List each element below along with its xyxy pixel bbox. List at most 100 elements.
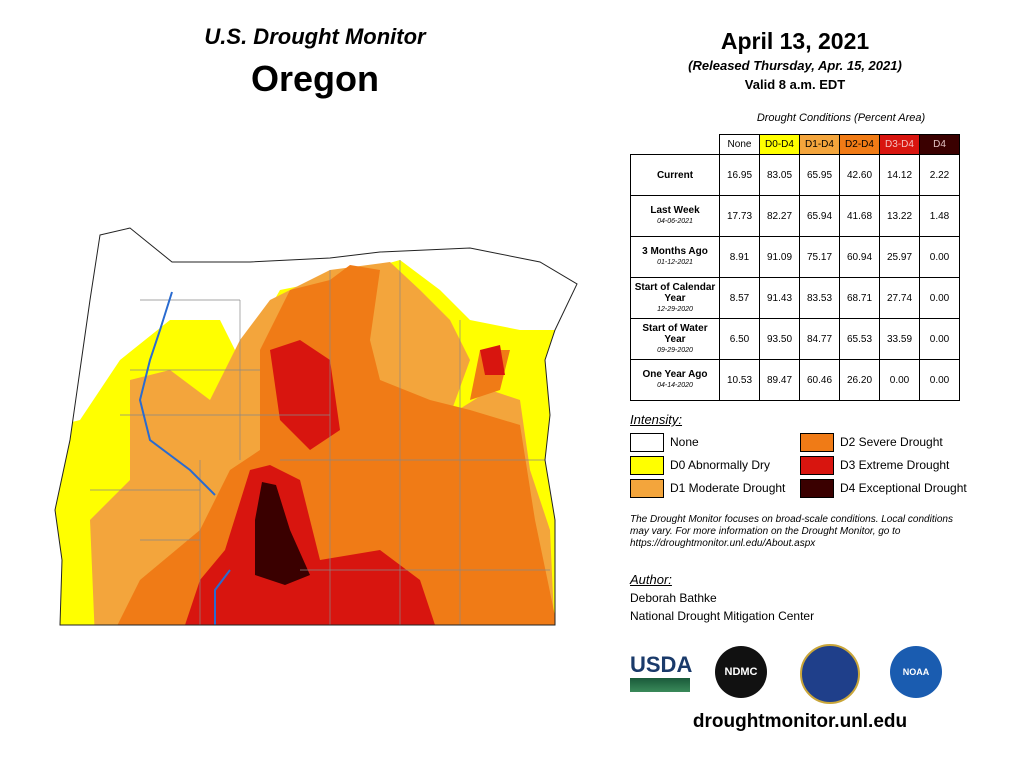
county-lines: [90, 260, 550, 625]
column-header: D4: [919, 134, 960, 155]
cell: 93.50: [759, 318, 800, 360]
legend-label: D0 Abnormally Dry: [670, 458, 771, 472]
author-name: Deborah Bathke: [630, 591, 717, 605]
legend-label: D4 Exceptional Drought: [840, 481, 967, 495]
data-row: Start of Calendar Year 12-29-2020 8.57 91.4…: [630, 277, 960, 319]
river: [138, 291, 231, 625]
column-header: D0-D4: [759, 134, 800, 155]
note: The Drought Monitor focuses on broad-sca…: [630, 514, 953, 549]
cell: 10.53: [719, 359, 760, 401]
cell: 33.59: [879, 318, 920, 360]
row-name: Start of Water Year: [642, 322, 708, 345]
row-label: 3 Months Ago 01-12-2021: [630, 236, 720, 278]
cell: 0.00: [879, 359, 920, 401]
row-label: Current: [630, 154, 720, 196]
cell: 91.09: [759, 236, 800, 278]
usda-stripe: [630, 678, 690, 692]
data-row: Start of Water Year 09-29-2020 6.50 93.50 84…: [630, 318, 960, 360]
cell: 82.27: [759, 195, 800, 237]
legend-swatch: [630, 433, 664, 452]
legend-swatch: [630, 479, 664, 498]
legend-swatch: [800, 456, 834, 475]
row-date: 01-12-2021: [657, 259, 693, 266]
released: (Released Thursday, Apr. 15, 2021): [688, 58, 902, 73]
cell: 25.97: [879, 236, 920, 278]
legend-swatch: [800, 433, 834, 452]
row-date: 04-06-2021: [657, 218, 693, 225]
cell: 60.46: [799, 359, 840, 401]
legend-label: D3 Extreme Drought: [840, 458, 950, 472]
legend-title: Intensity:: [630, 412, 683, 427]
cell: 0.00: [919, 359, 960, 401]
cell: 0.00: [919, 318, 960, 360]
cell: 75.17: [799, 236, 840, 278]
legend-label: None: [670, 435, 699, 449]
ndmc-logo: NDMC: [715, 646, 767, 698]
legend-swatch: [800, 479, 834, 498]
row-name: Start of Calendar Year: [634, 281, 716, 304]
column-header: D2-D4: [839, 134, 880, 155]
date: April 13, 2021: [720, 28, 870, 54]
cell: 8.57: [719, 277, 760, 319]
row-date: 12-29-2020: [657, 305, 693, 313]
row-name: 3 Months Ago: [642, 246, 708, 257]
map: [54, 227, 578, 626]
legend-label: D2 Severe Drought: [840, 435, 943, 449]
row-name: Current: [656, 169, 694, 181]
cell: 91.43: [759, 277, 800, 319]
data-row: Current 16.95 83.05 65.95 42.60 14.12 2.22: [630, 154, 960, 196]
data-row: 3 Months Ago 01-12-2021 8.91 91.09 75.17 60.9…: [630, 236, 960, 278]
noaa-logo: NOAA: [890, 646, 942, 698]
usda-logo: USDA: [630, 652, 693, 677]
row-name: Last Week: [650, 205, 700, 216]
cell: 17.73: [719, 195, 760, 237]
row-name: One Year Ago: [642, 369, 708, 380]
row-date: 09-29-2020: [657, 346, 693, 354]
cell: 65.94: [799, 195, 840, 237]
valid: Valid 8 a.m. EDT: [744, 77, 846, 92]
row-date: 04-14-2020: [657, 382, 693, 389]
row-label: Start of Water Year 09-29-2020: [630, 318, 720, 360]
cell: 0.00: [919, 236, 960, 278]
author-title: Author:: [630, 572, 672, 587]
cell: 65.53: [839, 318, 880, 360]
doc-logo: [800, 644, 860, 704]
cell: 0.00: [919, 277, 960, 319]
d2-area: [110, 265, 560, 625]
cell: 2.22: [919, 154, 960, 196]
state-outline: [54, 227, 578, 626]
cell: 84.77: [799, 318, 840, 360]
column-header: D3-D4: [879, 134, 920, 155]
header-row: None D0-D4 D1-D4 D2-D4 D3-D4 D4: [631, 134, 960, 155]
legend-label: D1 Moderate Drought: [670, 481, 786, 495]
cell: 68.71: [839, 277, 880, 319]
row-label: One Year Ago 04-14-2020: [630, 359, 720, 401]
column-header: None: [719, 134, 760, 155]
cell: 8.91: [719, 236, 760, 278]
data-row: Last Week 04-06-2021 17.73 82.27 65.94 41.68 1…: [630, 195, 960, 237]
state: Oregon: [250, 58, 379, 99]
cell: 27.74: [879, 277, 920, 319]
cell: 16.95: [719, 154, 760, 196]
corner: [631, 135, 720, 155]
cell: 65.95: [799, 154, 840, 196]
data-row: One Year Ago 04-14-2020 10.53 89.47 60.46 26.…: [630, 359, 960, 401]
cell: 6.50: [719, 318, 760, 360]
cell: 1.48: [919, 195, 960, 237]
cell: 89.47: [759, 359, 800, 401]
conditions-table: None D0-D4 D1-D4 D2-D4 D3-D4 D4 Current 16.95 83…: [630, 134, 960, 401]
cell: 14.12: [879, 154, 920, 196]
row-label: Last Week 04-06-2021: [630, 195, 720, 237]
table-caption: Drought Conditions (Percent Area): [756, 112, 926, 124]
d4-area: [255, 482, 310, 585]
cell: 41.68: [839, 195, 880, 237]
title: U.S. Drought Monitor: [204, 24, 426, 49]
row-label: Start of Calendar Year 12-29-2020: [630, 277, 720, 319]
cell: 42.60: [839, 154, 880, 196]
drought-areas: [55, 228, 577, 625]
url: droughtmonitor.unl.edu: [692, 711, 908, 732]
cell: 26.20: [839, 359, 880, 401]
author-org: National Drought Mitigation Center: [630, 609, 815, 623]
cell: 83.53: [799, 277, 840, 319]
